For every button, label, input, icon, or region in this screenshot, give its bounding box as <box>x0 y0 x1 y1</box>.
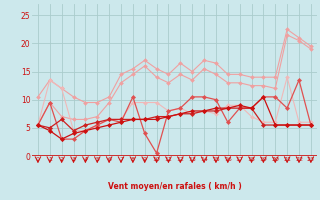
X-axis label: Vent moyen/en rafales ( km/h ): Vent moyen/en rafales ( km/h ) <box>108 182 241 191</box>
